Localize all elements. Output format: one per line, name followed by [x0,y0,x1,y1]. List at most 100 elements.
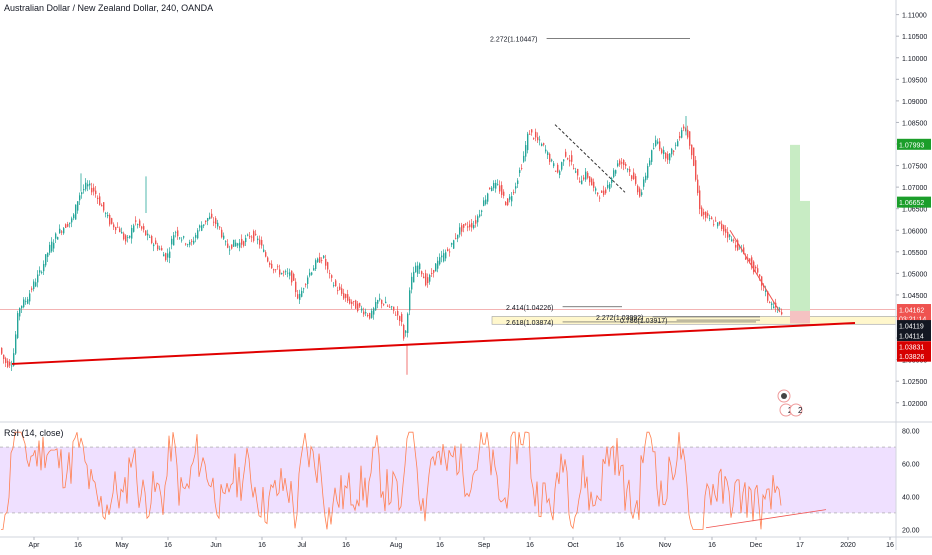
candle [313,268,315,271]
candle [461,225,463,232]
price-tick-label: 1.10000 [902,56,927,63]
candle [267,257,269,262]
candle [695,160,697,180]
event-marker-count: 2 [798,406,803,415]
candle [395,314,397,316]
candle [421,271,423,275]
candle [641,192,643,196]
candle [645,175,647,181]
price-tick-label: 1.11000 [902,13,927,20]
candle [75,204,77,220]
time-tick-label: 16 [526,542,534,549]
candle [225,241,227,243]
candle [703,211,705,215]
candle [711,217,713,220]
candle [387,305,389,307]
candle [305,284,307,285]
candle [165,253,167,261]
candle [171,238,173,245]
candle [177,230,179,237]
candle [355,300,357,309]
candle [87,184,89,187]
candle [441,255,443,258]
candle [173,235,175,246]
trendline-0 [11,321,856,365]
candle [159,248,161,250]
candle [345,294,347,298]
candle [473,224,475,229]
candle [241,238,243,245]
candle [349,298,351,304]
candle [747,257,749,259]
candle [337,289,339,291]
candle [11,365,13,367]
candle [489,187,491,190]
candle [497,184,499,186]
candle [507,198,509,206]
candle [127,237,129,238]
candle [373,308,375,315]
candle [515,186,517,189]
candle [391,306,393,308]
candle [765,290,767,293]
price-tick-label: 1.10500 [902,34,927,41]
candle [317,258,319,263]
price-label: 1.04162 [899,308,924,315]
price-label-box [897,329,931,341]
candle [199,225,201,228]
candle [543,143,545,145]
price-label: 1.03831 [899,345,924,352]
candle [43,263,45,272]
candle [103,202,105,211]
candle [57,237,59,240]
candle [231,244,233,249]
candle [289,272,291,276]
candle [779,308,781,310]
time-tick-label: Oct [568,542,579,549]
candle [639,188,641,197]
candle [261,240,263,246]
candle [77,201,79,211]
candle [651,150,653,162]
candle [457,234,459,239]
price-label-box [897,138,931,150]
candle [93,187,95,192]
time-tick-label: 16 [886,542,894,549]
candle [465,223,467,225]
candle [725,228,727,233]
candle [161,248,163,251]
candle [381,299,383,304]
event-markers: 22 [777,389,803,417]
candle [347,294,349,301]
candle [283,271,285,273]
candle [417,265,419,274]
candle [105,213,107,214]
candle [41,272,43,274]
candle [27,299,29,304]
candle [521,168,523,169]
candle [635,176,637,184]
price-tick-label: 1.02500 [902,379,927,386]
price-label: 1.04114 [899,333,924,340]
fib-label-2: 2.272(1.03992) [596,315,643,322]
candle [209,216,211,220]
candle [157,245,159,250]
candle [29,293,31,302]
candle [1,347,3,354]
candle [445,252,447,259]
event-marker-icon [789,403,803,417]
candle [467,226,469,228]
candle [531,129,533,133]
candle [135,220,137,222]
candle [615,170,617,174]
candle [37,274,39,283]
candle [23,299,25,308]
fib-label-0: 2.272(1.10447) [490,36,537,43]
candle [429,275,431,282]
price-label: 1.06652 [899,200,924,207]
candle [217,222,219,227]
candle [167,253,169,258]
candle [265,252,267,257]
candle [519,170,521,173]
candle [5,358,7,364]
